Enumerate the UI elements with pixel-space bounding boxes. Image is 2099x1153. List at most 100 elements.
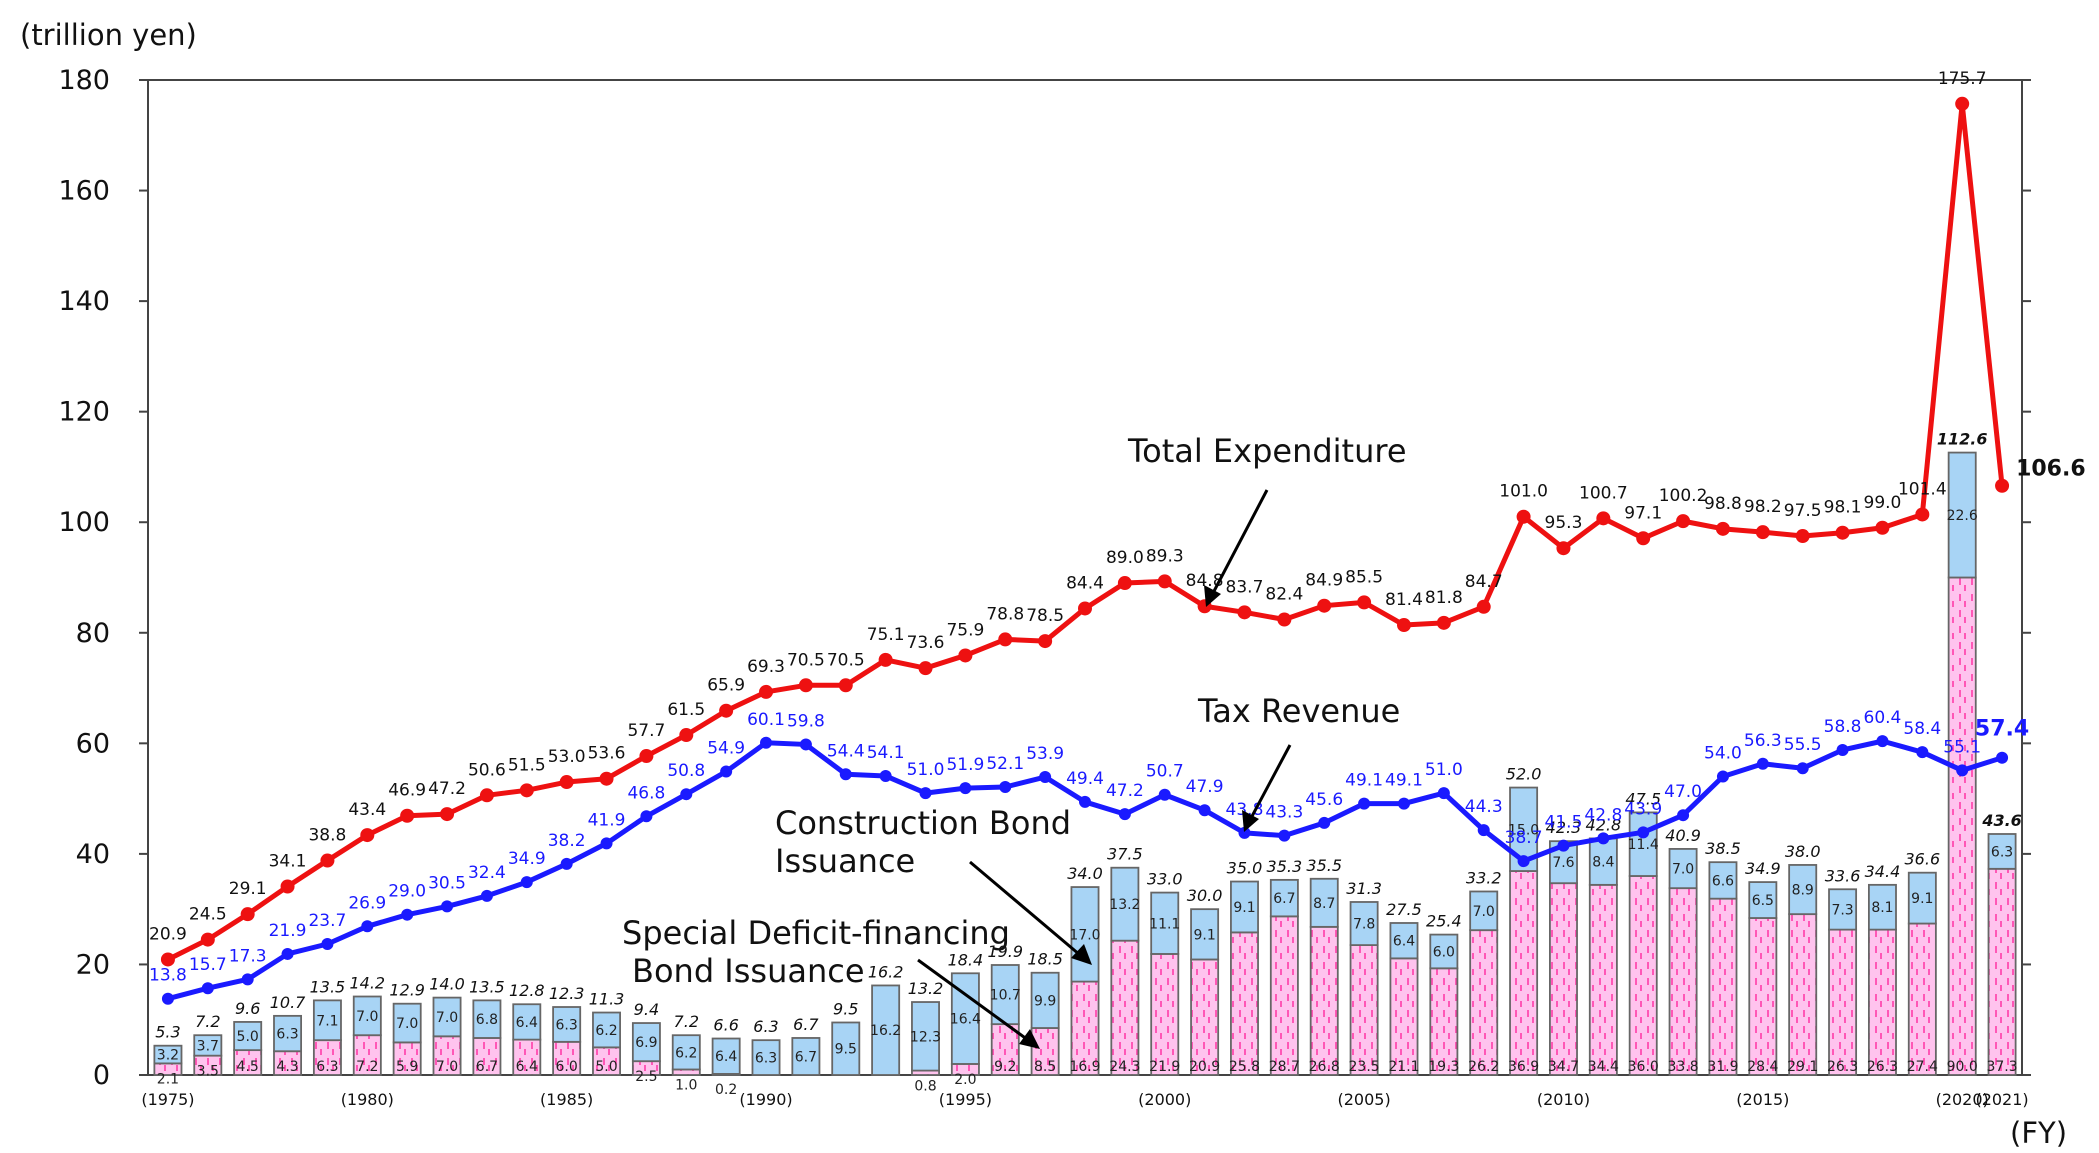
special-value-label: 16.9 <box>1069 1059 1100 1075</box>
construction-value-label: 7.0 <box>396 1016 418 1032</box>
bond-total-label: 35.5 <box>1306 856 1342 875</box>
tax-revenue-point <box>162 993 174 1005</box>
bond-total-label: 7.2 <box>195 1012 220 1031</box>
total-expenditure-label: 75.1 <box>867 625 905 645</box>
total-expenditure-point <box>1277 613 1291 627</box>
tax-revenue-point <box>920 787 932 799</box>
total-expenditure-point <box>360 828 374 842</box>
bond-total-label: 37.5 <box>1107 845 1143 864</box>
total-expenditure-point <box>958 648 972 662</box>
tax-revenue-label: 43.3 <box>1265 803 1303 823</box>
special-value-label: 2.0 <box>954 1072 976 1088</box>
special-value-label: 0.8 <box>914 1079 936 1095</box>
x-tick-label: (2015) <box>1736 1090 1789 1109</box>
total-expenditure-label: 78.5 <box>1026 606 1064 626</box>
tax-revenue-point <box>1916 746 1928 758</box>
special-bond-bar <box>1151 954 1178 1075</box>
construction-value-label: 3.2 <box>157 1048 179 1064</box>
tax-revenue-point <box>1478 824 1490 836</box>
bond-total-label: 38.0 <box>1785 842 1821 861</box>
total-expenditure-label: 82.4 <box>1265 585 1303 605</box>
special-bond-bar <box>1829 930 1856 1075</box>
y-tick-label: 80 <box>76 618 110 649</box>
x-tick-label: (1990) <box>739 1090 792 1109</box>
total-expenditure-point <box>1158 574 1172 588</box>
tax-revenue-label: 49.1 <box>1345 771 1383 791</box>
bond-total-label: 6.3 <box>753 1017 778 1036</box>
special-value-label: 26.8 <box>1309 1059 1340 1075</box>
total-expenditure-point <box>1317 599 1331 613</box>
tax-revenue-label: 60.1 <box>747 710 785 730</box>
construction-value-label: 6.4 <box>1393 934 1415 950</box>
tax-revenue-label: 57.4 <box>1975 717 2029 742</box>
construction-value-label: 7.3 <box>1831 902 1853 918</box>
bond-total-label: 13.2 <box>908 979 944 998</box>
bond-total-label: 38.5 <box>1705 839 1741 858</box>
total-expenditure-label: 81.4 <box>1385 590 1423 610</box>
total-expenditure-label: 101.4 <box>1898 479 1947 499</box>
bond-total-label: 7.2 <box>674 1012 699 1031</box>
bond-total-label: 6.6 <box>713 1016 738 1035</box>
tax-revenue-point <box>880 770 892 782</box>
tax-revenue-point <box>441 900 453 912</box>
special-value-label: 4.3 <box>276 1059 298 1075</box>
total-expenditure-point <box>520 783 534 797</box>
bond-total-label: 14.0 <box>429 975 465 994</box>
tax-revenue-point <box>521 876 533 888</box>
special-bond-bar <box>1510 871 1537 1075</box>
tax-revenue-label: 30.5 <box>428 873 466 893</box>
special-bond-bar <box>1351 945 1378 1075</box>
total-expenditure-label: 83.7 <box>1226 577 1264 597</box>
construction-value-label: 7.1 <box>316 1013 338 1029</box>
total-expenditure-label: 29.1 <box>229 879 267 899</box>
y-tick-label: 180 <box>58 65 110 96</box>
construction-value-label: 9.5 <box>835 1042 857 1058</box>
total-expenditure-label: 24.5 <box>189 905 227 925</box>
special-value-label: 5.9 <box>396 1059 418 1075</box>
tax-revenue-label: 53.9 <box>1026 744 1064 764</box>
tax-revenue-point <box>1996 752 2008 764</box>
special-bond-bar <box>1670 888 1697 1075</box>
special-value-label: 9.2 <box>994 1059 1016 1075</box>
special-bond-bar <box>1909 924 1936 1075</box>
total-expenditure-label: 53.6 <box>588 744 626 764</box>
total-expenditure-point <box>440 807 454 821</box>
tax-revenue-point <box>1677 809 1689 821</box>
tax-revenue-annotation: Tax Revenue <box>1197 692 1400 730</box>
special-value-label: 90.0 <box>1947 1059 1978 1075</box>
construction-value-label: 9.9 <box>1034 993 1056 1009</box>
tax-revenue-label: 47.0 <box>1664 782 1702 802</box>
total-expenditure-point <box>560 775 574 789</box>
bond-total-label: 33.0 <box>1147 870 1183 889</box>
total-expenditure-point <box>679 728 693 742</box>
bond-total-label: 112.6 <box>1937 430 1988 449</box>
special-value-label: 21.9 <box>1149 1059 1180 1075</box>
y-tick-label: 100 <box>58 507 110 538</box>
x-tick-label: (2021) <box>1975 1090 2028 1109</box>
tax-revenue-point <box>1956 764 1968 776</box>
tax-revenue-point <box>361 920 373 932</box>
tax-revenue-label: 55.5 <box>1784 735 1822 755</box>
x-tick-label: (1995) <box>939 1090 992 1109</box>
total-expenditure-point <box>241 907 255 921</box>
special-value-label: 26.2 <box>1468 1059 1499 1075</box>
bond-total-label: 12.3 <box>549 984 585 1003</box>
construction-value-label: 6.3 <box>1991 844 2013 860</box>
tax-revenue-point <box>1398 798 1410 810</box>
bond-total-label: 16.2 <box>868 962 904 981</box>
bond-total-label: 36.6 <box>1905 850 1941 869</box>
total-expenditure-point <box>1556 541 1570 555</box>
special-value-label: 6.4 <box>516 1059 538 1075</box>
total-expenditure-point <box>719 704 733 718</box>
special-value-label: 28.7 <box>1269 1059 1300 1075</box>
total-expenditure-point <box>639 749 653 763</box>
special-value-label: 37.3 <box>1986 1059 2017 1075</box>
tax-revenue-point <box>202 982 214 994</box>
construction-value-label: 16.2 <box>870 1023 901 1039</box>
y-tick-label: 140 <box>58 286 110 317</box>
tax-revenue-label: 45.6 <box>1305 790 1343 810</box>
total-expenditure-label: 95.3 <box>1545 513 1583 533</box>
construction-value-label: 6.9 <box>635 1035 657 1051</box>
tax-revenue-point <box>680 788 692 800</box>
total-expenditure-point <box>759 685 773 699</box>
